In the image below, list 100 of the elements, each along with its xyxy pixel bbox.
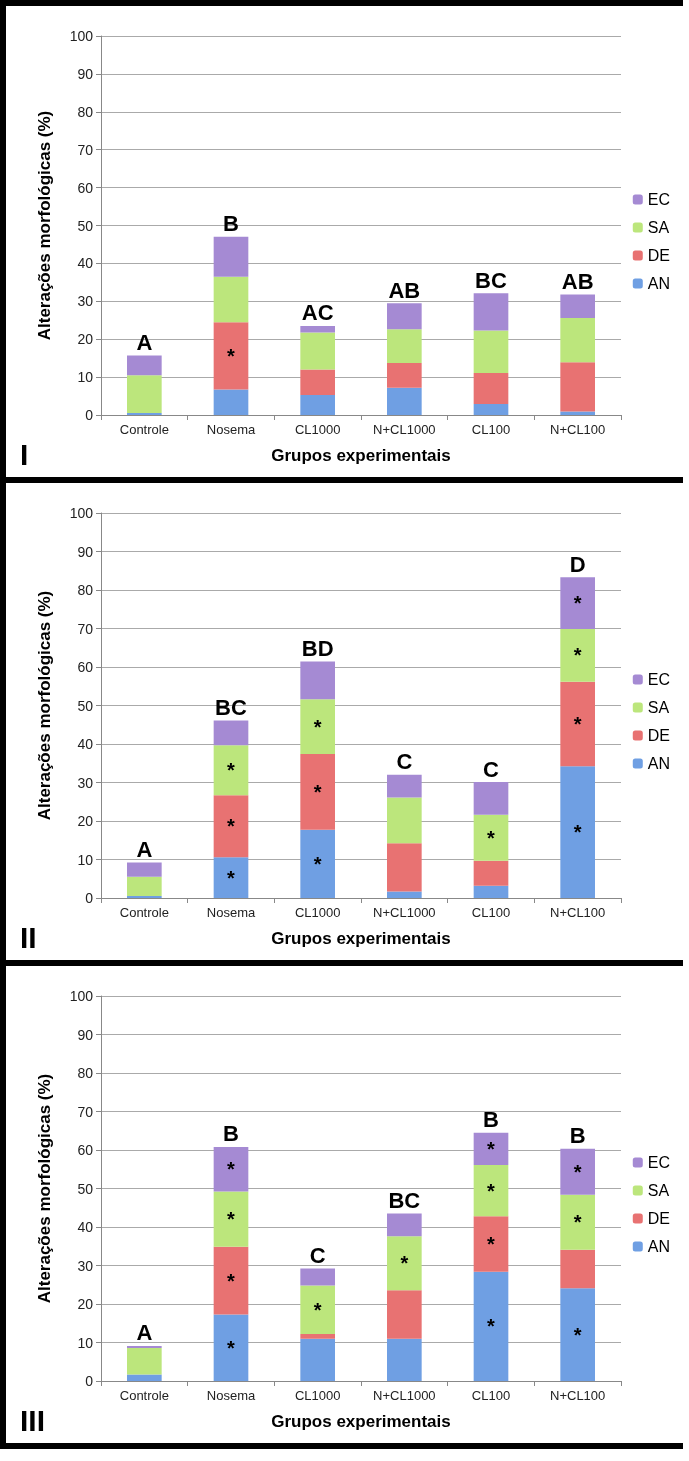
x-tick-label: N+CL1000 [373,422,436,437]
bar [473,885,509,898]
y-tick-label: 90 [77,1026,94,1043]
annotation: B [569,1123,586,1149]
bar [560,766,595,898]
legend-label: SA [647,699,670,716]
bar [213,795,249,858]
bar [560,681,595,767]
data-label: * [573,1323,582,1346]
x-tick-label: CL1000 [294,422,341,437]
text: III [20,1403,46,1437]
x-tick-label: Controle [119,905,169,920]
y-tick-label: 100 [69,988,94,1004]
y-tick-label: 100 [69,28,94,44]
annotation: B [483,1107,499,1133]
y-tick-label: 30 [77,774,94,791]
legend-label: EC [647,671,671,688]
bar [473,1216,509,1272]
bar [387,387,422,415]
bar [387,303,422,330]
data-label: * [400,1252,409,1275]
y-axis-title: Alterações morfológicas (%) [35,590,54,821]
x-tick-label: Controle [119,422,169,437]
legend-label: DE [647,1210,671,1227]
bar [127,1347,162,1375]
bar [473,814,509,861]
bar [300,332,335,370]
bar [300,394,335,415]
bar [560,317,595,363]
legend-label: EC [647,1154,671,1171]
bar [473,330,509,373]
data-label: * [227,344,236,367]
bar [127,375,162,414]
annotation: BC [475,267,507,293]
bar [387,363,422,388]
data-label: * [487,1179,496,1202]
data-label: * [227,1269,236,1292]
bar [300,1334,335,1339]
legend-label: SA [647,219,670,236]
y-tick-label: 70 [77,1103,94,1120]
x-tick-label: N+CL100 [550,422,606,437]
y-tick-label: 20 [77,331,94,348]
annotation: C [396,749,413,775]
data-label: * [227,1336,236,1359]
bar [473,293,509,331]
legend-label: DE [647,727,671,744]
bar [213,389,249,415]
bar [213,720,249,746]
y-tick-label: 80 [77,103,94,120]
bar [387,1236,422,1291]
y-tick-label: 90 [77,543,94,560]
bar [387,1213,422,1237]
x-tick-label: CL100 [471,905,511,920]
bar [127,1374,162,1381]
bar [387,1338,422,1381]
x-axis-title: Grupos experimentais [271,1412,451,1431]
data-label: * [227,759,236,782]
bar [127,862,162,877]
bar [127,355,162,376]
bar [473,1165,509,1217]
bar [213,1314,249,1381]
data-label: * [487,826,496,849]
bar [300,829,335,898]
legend-label: DE [647,247,671,264]
data-label: * [573,821,582,844]
bar [560,577,595,629]
bar [127,876,162,897]
x-tick-label: CL100 [471,1388,511,1403]
y-tick-label: 0 [85,407,94,423]
bar [473,782,509,815]
y-axis-title: Alterações morfológicas (%) [35,1073,54,1304]
annotation: BC [388,1188,421,1214]
data-label: * [573,1211,582,1234]
y-tick-label: 60 [77,1142,94,1158]
data-label: * [313,715,322,738]
x-tick-label: Nosema [206,1388,256,1403]
annotation: B [223,211,239,237]
annotation: BC [215,695,247,721]
data-label: * [313,1298,322,1321]
data-label: * [227,866,236,889]
bar [213,1146,249,1192]
data-label: * [487,1315,496,1338]
annotation: A [136,1320,153,1346]
annotation: AB [561,268,594,294]
data-label: * [313,852,322,875]
data-label: * [573,712,582,735]
bar [387,797,422,844]
x-tick-label: CL1000 [294,905,341,920]
annotation: D [569,551,586,577]
y-tick-label: 50 [77,217,94,234]
y-tick-label: 20 [77,1296,94,1312]
bar [213,276,249,323]
x-tick-label: N+CL100 [550,1388,606,1403]
bar [300,754,335,830]
bar [387,843,422,892]
bar [213,236,249,277]
data-label: * [227,1158,236,1181]
x-tick-label: N+CL100 [550,905,606,920]
y-tick-label: 50 [77,697,94,714]
bar [560,628,595,682]
